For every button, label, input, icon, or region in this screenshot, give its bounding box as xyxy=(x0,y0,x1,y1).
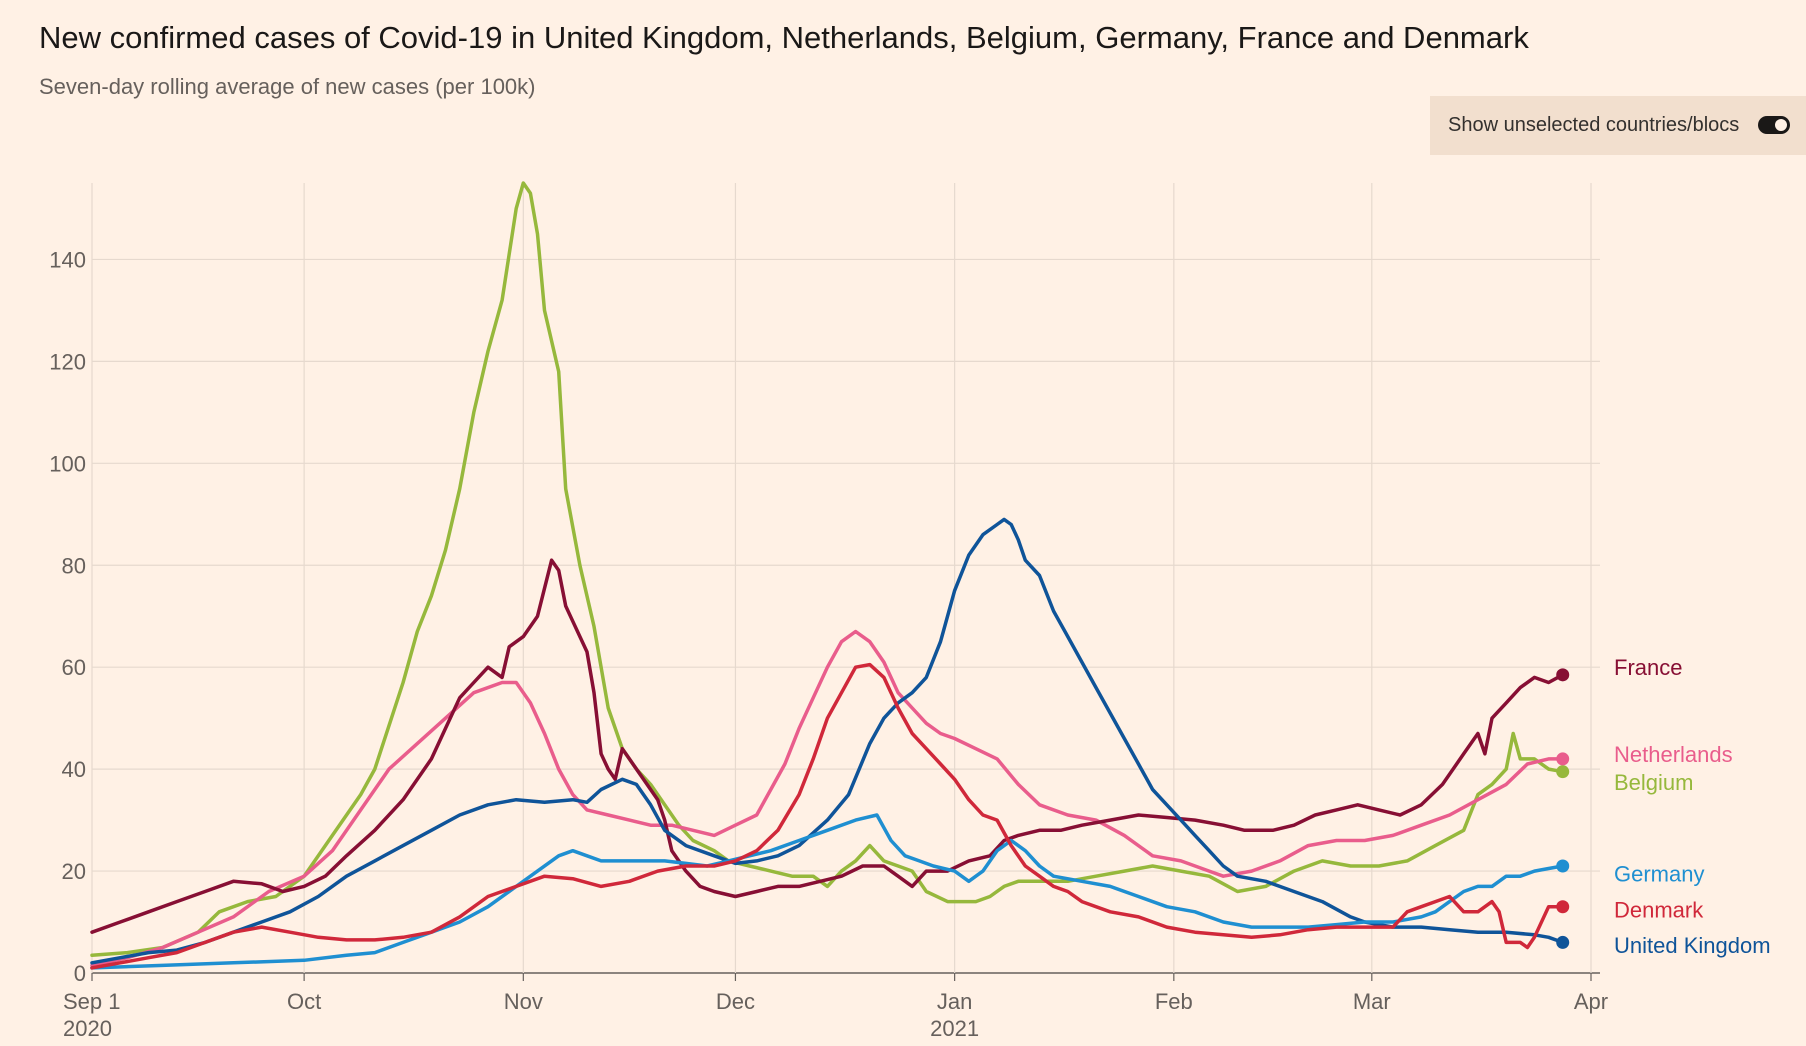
toggle-knob xyxy=(1775,119,1787,131)
series-label-belgium: Belgium xyxy=(1614,770,1693,795)
show-unselected-toggle[interactable]: Show unselected countries/blocs xyxy=(1430,96,1806,155)
toggle-switch-icon[interactable] xyxy=(1758,116,1790,134)
series-label-united-kingdom: United Kingdom xyxy=(1614,933,1771,958)
series-line-denmark xyxy=(90,662,1565,970)
series-line-united-kingdom xyxy=(90,517,1565,965)
y-tick-label: 100 xyxy=(49,451,86,476)
series-label-denmark: Denmark xyxy=(1614,897,1704,922)
series-endpoint-united-kingdom xyxy=(1556,935,1570,949)
x-tick-label: Apr xyxy=(1574,989,1608,1014)
x-tick-label: Dec xyxy=(716,989,755,1014)
x-tick-sublabel: 2021 xyxy=(930,1016,979,1041)
y-tick-label: 20 xyxy=(62,859,86,884)
series-lines xyxy=(90,181,1570,970)
series-endpoint-germany xyxy=(1556,859,1570,873)
series-label-germany: Germany xyxy=(1614,862,1704,887)
y-gridlines: 0 20 40 60 80 100 120 140 xyxy=(49,247,1600,986)
y-tick-label: 60 xyxy=(62,655,86,680)
series-line-germany xyxy=(90,813,1565,970)
toggle-label: Show unselected countries/blocs xyxy=(1448,114,1740,136)
y-tick-label: 40 xyxy=(62,757,86,782)
series-endpoint-netherlands xyxy=(1556,752,1570,766)
x-tick-label: Sep 1 xyxy=(63,989,121,1014)
y-tick-label: 80 xyxy=(62,553,86,578)
series-line-netherlands xyxy=(90,629,1565,968)
series-label-netherlands: Netherlands xyxy=(1614,742,1733,767)
x-tick-label: Nov xyxy=(504,989,543,1014)
series-labels: Belgium Netherlands France United Kingdom Ge… xyxy=(1614,655,1771,958)
series-line-belgium xyxy=(90,181,1565,957)
x-tick-label: Oct xyxy=(287,989,321,1014)
y-tick-label: 0 xyxy=(74,961,86,986)
series-label-france: France xyxy=(1614,655,1682,680)
y-tick-label: 120 xyxy=(49,349,86,374)
series-endpoint-belgium xyxy=(1556,765,1570,779)
series-line-france xyxy=(90,558,1565,934)
y-tick-label: 140 xyxy=(49,247,86,272)
x-tick-sublabel: 2020 xyxy=(63,1016,112,1041)
series-endpoint-denmark xyxy=(1556,900,1570,914)
x-tick-label: Feb xyxy=(1155,989,1193,1014)
x-tick-label: Jan xyxy=(937,989,972,1014)
chart-subtitle: Seven-day rolling average of new cases (… xyxy=(39,74,536,99)
series-endpoint-france xyxy=(1556,668,1570,682)
chart-title: New confirmed cases of Covid-19 in Unite… xyxy=(39,20,1529,55)
x-tick-label: Mar xyxy=(1353,989,1391,1014)
